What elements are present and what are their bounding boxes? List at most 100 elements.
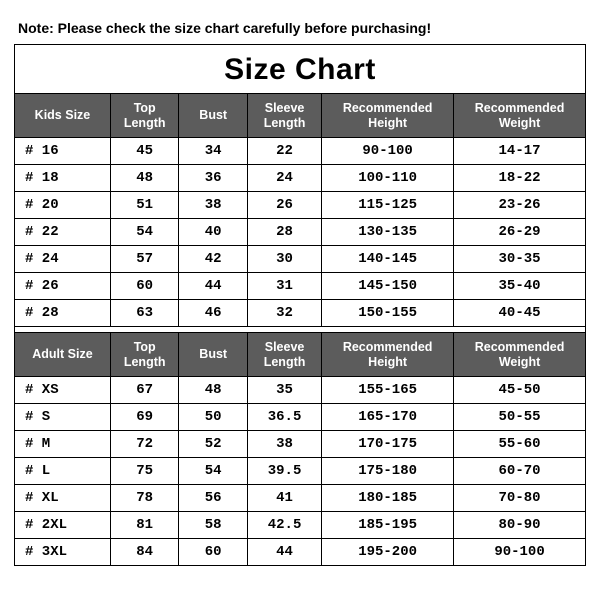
col-sleeve-length: SleeveLength — [247, 333, 321, 377]
cell: 60 — [110, 273, 179, 300]
cell: 80-90 — [454, 512, 586, 539]
col-rec-height: RecommendedHeight — [322, 333, 454, 377]
cell: 51 — [110, 192, 179, 219]
cell: 42 — [179, 246, 248, 273]
col-rec-weight: RecommendedWeight — [454, 333, 586, 377]
cell: 58 — [179, 512, 248, 539]
col-bust: Bust — [179, 333, 248, 377]
cell: 140-145 — [322, 246, 454, 273]
cell-size: # M — [15, 431, 111, 458]
kids-header-row: Kids Size TopLength Bust SleeveLength Re… — [15, 94, 586, 138]
cell: 180-185 — [322, 485, 454, 512]
cell: 35 — [247, 377, 321, 404]
table-row: # 18483624100-11018-22 — [15, 165, 586, 192]
cell-size: # 16 — [15, 138, 111, 165]
cell: 30-35 — [454, 246, 586, 273]
cell: 38 — [179, 192, 248, 219]
adult-header-row: Adult Size TopLength Bust SleeveLength R… — [15, 333, 586, 377]
cell: 40-45 — [454, 300, 586, 327]
cell-size: # 28 — [15, 300, 111, 327]
cell: 24 — [247, 165, 321, 192]
cell: 48 — [179, 377, 248, 404]
size-chart-table: Kids Size TopLength Bust SleeveLength Re… — [14, 93, 586, 566]
cell-size: # 26 — [15, 273, 111, 300]
cell: 165-170 — [322, 404, 454, 431]
cell: 28 — [247, 219, 321, 246]
cell-size: # 22 — [15, 219, 111, 246]
cell: 130-135 — [322, 219, 454, 246]
cell: 145-150 — [322, 273, 454, 300]
cell: 69 — [110, 404, 179, 431]
cell: 45-50 — [454, 377, 586, 404]
cell: 81 — [110, 512, 179, 539]
col-top-length: TopLength — [110, 94, 179, 138]
cell: 36 — [179, 165, 248, 192]
cell: 150-155 — [322, 300, 454, 327]
cell: 56 — [179, 485, 248, 512]
table-row: # 3XL846044195-20090-100 — [15, 539, 586, 566]
cell: 175-180 — [322, 458, 454, 485]
cell: 34 — [179, 138, 248, 165]
cell: 90-100 — [322, 138, 454, 165]
size-chart-container: Note: Please check the size chart carefu… — [0, 0, 600, 600]
cell-size: # XS — [15, 377, 111, 404]
cell: 40 — [179, 219, 248, 246]
cell: 31 — [247, 273, 321, 300]
cell: 32 — [247, 300, 321, 327]
cell: 39.5 — [247, 458, 321, 485]
cell: 54 — [110, 219, 179, 246]
table-row: # 24574230140-14530-35 — [15, 246, 586, 273]
cell: 115-125 — [322, 192, 454, 219]
cell: 44 — [179, 273, 248, 300]
col-sleeve-length: SleeveLength — [247, 94, 321, 138]
table-row: # 26604431145-15035-40 — [15, 273, 586, 300]
cell: 38 — [247, 431, 321, 458]
table-row: # 28634632150-15540-45 — [15, 300, 586, 327]
cell: 72 — [110, 431, 179, 458]
col-top-length: TopLength — [110, 333, 179, 377]
cell-size: # 2XL — [15, 512, 111, 539]
cell: 52 — [179, 431, 248, 458]
cell: 18-22 — [454, 165, 586, 192]
cell: 185-195 — [322, 512, 454, 539]
table-row: # S695036.5165-17050-55 — [15, 404, 586, 431]
cell: 60 — [179, 539, 248, 566]
table-row: # XL785641180-18570-80 — [15, 485, 586, 512]
table-row: # 20513826115-12523-26 — [15, 192, 586, 219]
cell: 67 — [110, 377, 179, 404]
cell: 78 — [110, 485, 179, 512]
cell: 100-110 — [322, 165, 454, 192]
col-kids-size: Kids Size — [15, 94, 111, 138]
cell-size: # S — [15, 404, 111, 431]
cell: 26 — [247, 192, 321, 219]
table-row: # 2XL815842.5185-19580-90 — [15, 512, 586, 539]
col-adult-size: Adult Size — [15, 333, 111, 377]
col-rec-weight: RecommendedWeight — [454, 94, 586, 138]
cell: 26-29 — [454, 219, 586, 246]
cell: 50 — [179, 404, 248, 431]
cell: 54 — [179, 458, 248, 485]
cell: 35-40 — [454, 273, 586, 300]
cell: 84 — [110, 539, 179, 566]
cell: 195-200 — [322, 539, 454, 566]
cell: 50-55 — [454, 404, 586, 431]
cell: 41 — [247, 485, 321, 512]
table-row: # XS674835155-16545-50 — [15, 377, 586, 404]
col-bust: Bust — [179, 94, 248, 138]
cell: 155-165 — [322, 377, 454, 404]
cell: 45 — [110, 138, 179, 165]
cell: 44 — [247, 539, 321, 566]
note-text: Note: Please check the size chart carefu… — [18, 20, 586, 36]
cell: 75 — [110, 458, 179, 485]
cell: 22 — [247, 138, 321, 165]
cell: 30 — [247, 246, 321, 273]
table-row: # L755439.5175-18060-70 — [15, 458, 586, 485]
cell-size: # L — [15, 458, 111, 485]
cell: 36.5 — [247, 404, 321, 431]
cell: 70-80 — [454, 485, 586, 512]
cell: 48 — [110, 165, 179, 192]
table-row: # 22544028130-13526-29 — [15, 219, 586, 246]
col-rec-height: RecommendedHeight — [322, 94, 454, 138]
cell-size: # 24 — [15, 246, 111, 273]
cell-size: # 3XL — [15, 539, 111, 566]
